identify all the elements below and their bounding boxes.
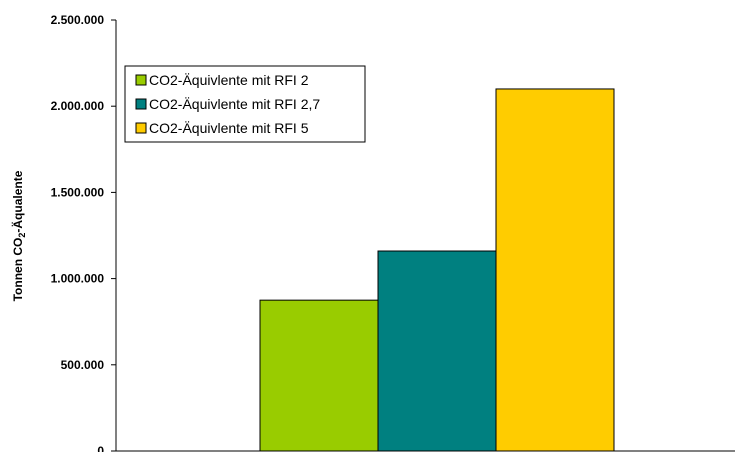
legend-swatch: [135, 74, 147, 86]
y-axis-label-subscript: 2: [17, 233, 27, 238]
y-tick-label: 500.000: [61, 358, 105, 372]
legend-label: CO2-Äquivlente mit RFI 2,7: [149, 96, 320, 112]
y-tick-label: 1.000.000: [51, 272, 105, 286]
legend-label: CO2-Äquivlente mit RFI 2: [149, 72, 309, 88]
bar: [495, 88, 615, 452]
y-axis-label: Tonnen CO2-Äqualente: [10, 170, 27, 301]
legend: CO2-Äquivlente mit RFI 2 CO2-Äquivlente m…: [124, 65, 366, 143]
y-tick-label: 0: [97, 444, 104, 452]
y-tick-label: 2.000.000: [51, 99, 105, 113]
bars-group: [259, 88, 615, 452]
y-tick-label: 2.500.000: [51, 13, 105, 27]
y-axis-label-suffix: -Äqualente: [10, 170, 25, 232]
legend-label: CO2-Äquivlente mit RFI 5: [149, 120, 309, 136]
y-tick-label: 1.500.000: [51, 185, 105, 199]
legend-swatch: [135, 122, 147, 134]
y-axis-label-main: Tonnen CO: [11, 238, 25, 302]
y-axis: 0 500.000 1.000.000 1.500.000 2.000.000 2.500…: [51, 13, 735, 452]
legend-box: [124, 65, 366, 143]
bar: [377, 250, 497, 452]
bar: [259, 299, 379, 452]
legend-swatch: [135, 98, 147, 110]
